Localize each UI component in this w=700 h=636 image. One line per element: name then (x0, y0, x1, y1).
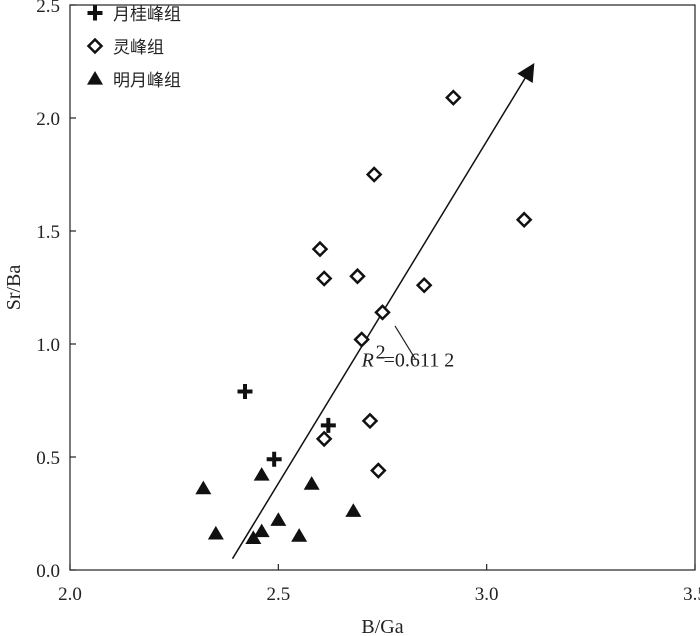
r-squared-value: =0.611 2 (384, 350, 455, 372)
annotation-leader (394, 325, 417, 361)
triangle-point (245, 530, 262, 544)
r-squared-symbol: R (361, 350, 374, 372)
x-tick-label: 3.5 (683, 584, 700, 605)
plot-frame (69, 4, 696, 571)
legend-triangle-icon (87, 71, 103, 85)
legend-label: 灵峰组 (113, 38, 164, 58)
triangle-point (195, 480, 212, 495)
legend-label: 明月峰组 (113, 71, 181, 91)
triangle-point (253, 523, 270, 538)
legend-diamond-icon (86, 37, 104, 55)
legend-label: 月桂峰组 (113, 5, 181, 25)
diamond-point (445, 89, 462, 106)
triangle-point (345, 503, 362, 517)
legend-plus-icon (87, 5, 103, 21)
x-tick-label: 3.0 (475, 584, 499, 605)
diamond-point (311, 240, 329, 258)
y-axis-title: Sr/Ba (3, 265, 25, 311)
diamond-point (415, 276, 433, 294)
plus-point (320, 417, 336, 433)
diamond-point (370, 462, 387, 479)
y-tick-label: 0.0 (36, 561, 60, 582)
x-axis-title: B/Ga (361, 616, 403, 636)
triangle-point (291, 528, 308, 542)
x-tick-label: 2.0 (58, 584, 82, 605)
triangle-point (303, 476, 320, 490)
diamond-point (315, 430, 333, 448)
y-tick-label: 1.0 (36, 335, 60, 356)
x-tick-label: 2.5 (266, 584, 290, 605)
y-tick-label: 2.5 (36, 0, 60, 17)
diamond-point (374, 304, 391, 321)
y-tick-label: 2.0 (36, 109, 60, 130)
triangle-point (207, 525, 224, 540)
diamond-point (315, 270, 333, 287)
plus-point (237, 383, 253, 399)
triangle-point (270, 512, 287, 526)
diamond-point (365, 166, 383, 183)
y-tick-label: 0.5 (36, 448, 60, 469)
triangle-point (253, 467, 270, 481)
diamond-point (349, 267, 366, 285)
plus-point (266, 451, 282, 467)
diamond-point (361, 412, 379, 430)
diamond-point (353, 331, 370, 348)
r-squared-superscript: 2 (376, 342, 386, 364)
diamond-point (515, 211, 533, 228)
y-tick-label: 1.5 (36, 222, 60, 243)
